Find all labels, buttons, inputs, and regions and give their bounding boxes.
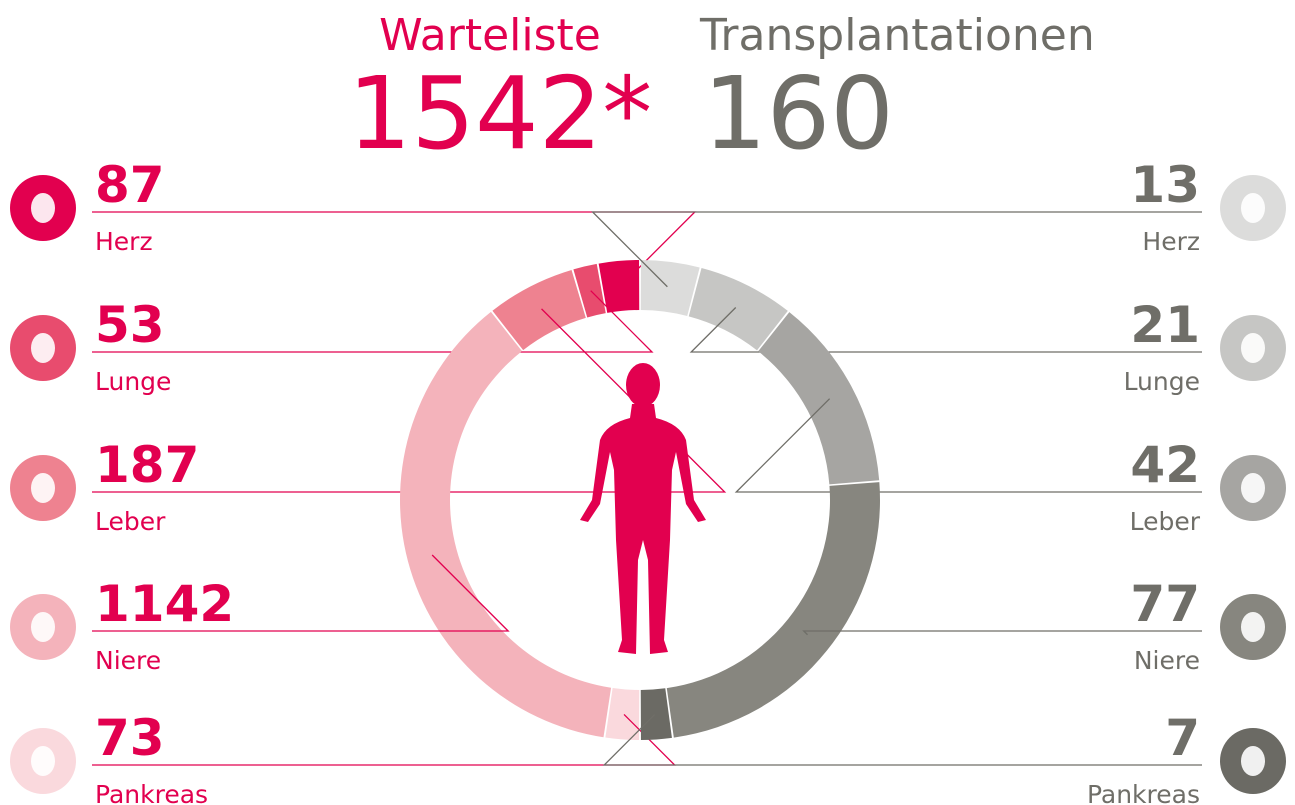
organ-count: 1142 — [95, 575, 234, 633]
donut-segment — [605, 688, 639, 740]
organ-icon-shape — [31, 333, 55, 363]
half-total: 160 — [703, 55, 894, 172]
organ-icon-shape — [1241, 193, 1265, 223]
organ-count: 77 — [1130, 575, 1200, 633]
organ-count: 53 — [95, 296, 165, 354]
organ-count: 187 — [95, 436, 199, 494]
infographic: Warteliste1542* 87 Herz 53 Lunge 187 Leber 1142… — [0, 0, 1295, 805]
organ-name: Niere — [95, 646, 161, 675]
half-total: 1542* — [348, 55, 653, 172]
organ-name: Leber — [95, 507, 166, 536]
organ-name: Pankreas — [1087, 780, 1200, 805]
organ-icon-shape — [1241, 746, 1265, 776]
organ-name: Lunge — [95, 367, 171, 396]
organ-icon-shape — [31, 193, 55, 223]
organ-name: Pankreas — [95, 780, 208, 805]
organ-count: 13 — [1130, 156, 1200, 214]
donut-segment — [400, 312, 611, 737]
organ-icon-shape — [31, 612, 55, 642]
organ-icon-shape — [1241, 612, 1265, 642]
donut-segment — [641, 688, 672, 740]
organ-name: Lunge — [1124, 367, 1200, 396]
organ-count: 42 — [1130, 436, 1200, 494]
half-title: Transplantationen — [699, 10, 1095, 61]
half-title: Warteliste — [379, 10, 601, 61]
organ-icon-shape — [1241, 333, 1265, 363]
donut-segment — [758, 312, 879, 484]
organ-name: Herz — [95, 227, 153, 256]
organ-name: Leber — [1130, 507, 1201, 536]
organ-icon-shape — [31, 746, 55, 776]
organ-count: 7 — [1165, 709, 1200, 767]
organ-count: 87 — [95, 156, 165, 214]
human-figure — [580, 363, 706, 654]
organ-count: 73 — [95, 709, 165, 767]
organ-icon-shape — [1241, 473, 1265, 503]
organ-count: 21 — [1130, 296, 1200, 354]
organ-icon-shape — [31, 473, 55, 503]
organ-name: Herz — [1142, 227, 1200, 256]
organ-name: Niere — [1134, 646, 1200, 675]
